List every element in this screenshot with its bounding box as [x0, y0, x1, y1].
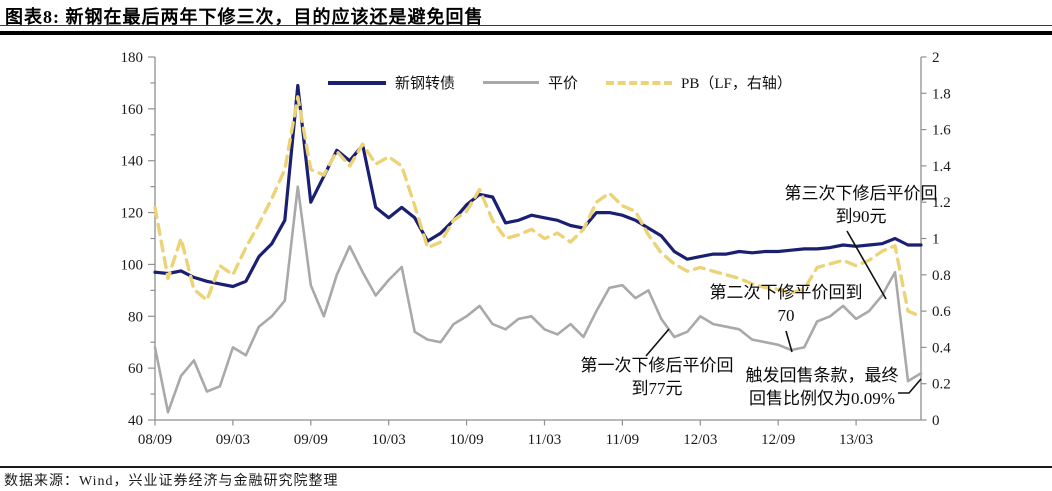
legend-item-bond: 新钢转债	[328, 72, 455, 93]
chart-canvas: 180 160 140 120 100 80 60 40 2 1.8 1.6 1.4 1.2 1 0.8 0.…	[121, 50, 952, 448]
legend-label-bond: 新钢转债	[395, 76, 456, 92]
x-axis-label: 11/09	[606, 432, 640, 448]
chart-legend: 新钢转债 平价 PB（LF，右轴）	[328, 72, 792, 93]
first-revision-leader-line	[645, 328, 670, 357]
left-axis-label: 120	[121, 206, 144, 222]
legend-label-parity: 平价	[548, 76, 579, 92]
annotation-first-line2: 到77元	[631, 379, 683, 398]
right-axis-label: 0.2	[932, 377, 951, 393]
chart-title: 图表8: 新钢在最后两年下修三次，目的应该还是避免回售	[5, 7, 484, 27]
annotation-second-revision: 第二次下修平价回到 70	[697, 281, 875, 327]
annotation-first-line1: 第一次下修后平价回	[580, 356, 734, 375]
bond-line-sample-icon	[328, 80, 386, 85]
source-divider	[0, 466, 1052, 468]
bond-price-line	[153, 83, 923, 289]
pb-dash-sample-icon	[606, 80, 673, 85]
annotation-second-line2: 70	[777, 306, 795, 325]
annotation-putback-trigger: 触发回售条款，最终 回售比例仅为0.09%	[731, 364, 913, 410]
x-axis-label: 12/09	[761, 432, 795, 448]
right-axis-label: 0	[932, 413, 940, 429]
left-axis-label: 160	[121, 102, 144, 118]
title-divider-thin	[0, 25, 1052, 26]
title-divider-thick	[0, 31, 1052, 35]
left-axis-label: 180	[121, 50, 144, 66]
x-axis-label: 10/03	[372, 432, 406, 448]
left-axis-label: 40	[128, 413, 143, 429]
parity-line-sample-icon	[483, 81, 540, 84]
right-axis-label: 0.8	[932, 268, 951, 284]
right-axis-label: 1.8	[932, 86, 951, 102]
left-axis-label: 60	[128, 361, 143, 377]
right-axis-label: 1	[932, 232, 940, 248]
annotation-first-revision: 第一次下修后平价回 到77元	[568, 354, 746, 400]
annotation-third-line2: 到90元	[835, 207, 887, 226]
legend-item-parity: 平价	[483, 72, 578, 93]
parity-line	[153, 185, 923, 414]
x-axis-label: 09/09	[294, 432, 328, 448]
annotation-trigger-line1: 触发回售条款，最终	[745, 366, 899, 385]
left-axis-label: 100	[121, 257, 144, 273]
right-axis-label: 0.6	[932, 304, 951, 320]
right-axis-label: 1.6	[932, 123, 951, 139]
legend-item-pb: PB（LF，右轴）	[606, 72, 792, 93]
left-axis-label: 80	[128, 309, 143, 325]
x-axis-label: 13/03	[839, 432, 873, 448]
x-axis-label: 08/09	[138, 432, 172, 448]
right-axis-label: 0.4	[932, 340, 951, 356]
annotation-trigger-line2: 回售比例仅为0.09%	[749, 389, 895, 408]
third-revision-leader-line	[846, 230, 887, 300]
annotation-third-line1: 第三次下修后平价回	[784, 184, 938, 203]
annotation-third-revision: 第三次下修后平价回 到90元	[762, 182, 960, 228]
putback-trigger-leader-line	[898, 378, 922, 394]
right-axis-label: 1.4	[932, 159, 951, 175]
x-axis-label: 10/09	[450, 432, 484, 448]
right-axis-label: 1.2	[932, 195, 951, 211]
annotation-second-line1: 第二次下修平价回到	[709, 283, 863, 302]
x-axis-label: 09/03	[216, 432, 250, 448]
pb-ratio-line	[153, 95, 923, 319]
left-axis-label: 140	[121, 154, 144, 170]
source-note: 数据来源：Wind，兴业证券经济与金融研究院整理	[4, 474, 339, 489]
second-revision-leader-line	[785, 330, 793, 353]
x-axis-label: 11/03	[528, 432, 562, 448]
x-axis-label: 12/03	[683, 432, 717, 448]
right-axis-label: 2	[932, 50, 940, 66]
legend-label-pb: PB（LF，右轴）	[681, 76, 792, 92]
